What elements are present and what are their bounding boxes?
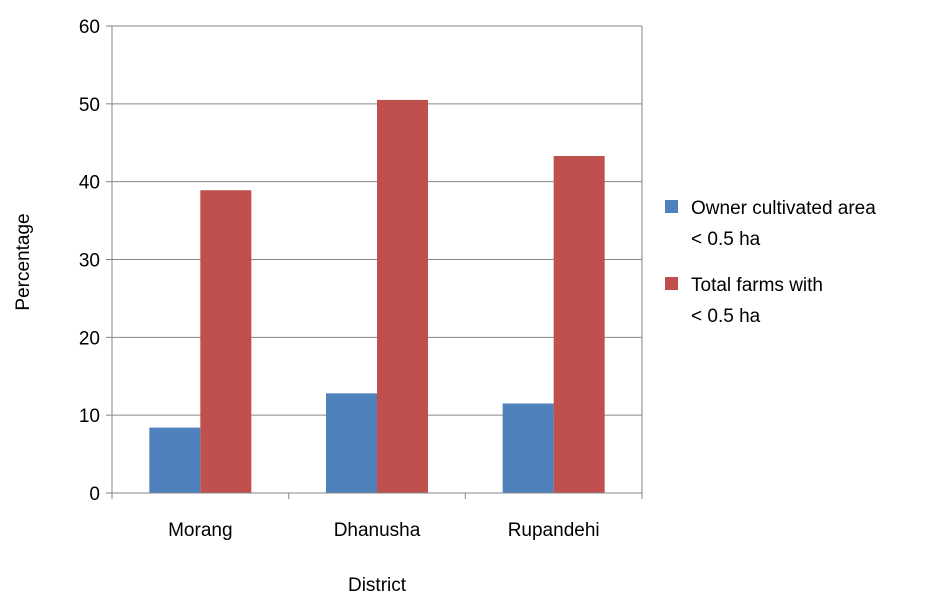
legend-label: < 0.5 ha (691, 229, 761, 250)
y-tick-label: 30 (79, 251, 100, 272)
bar (553, 155, 605, 493)
x-tick-label: Rupandehi (508, 520, 600, 541)
y-tick-label: 20 (79, 328, 100, 349)
bar (326, 393, 377, 493)
legend: Owner cultivated area < 0.5 ha Total farms… (665, 198, 876, 327)
y-tick-label: 40 (79, 173, 100, 194)
y-tick-label: 10 (79, 406, 100, 427)
legend-label: Owner cultivated area (691, 198, 876, 219)
axes: 0 10 20 30 40 50 60 Morang Dhanusha Rupandehi (79, 17, 643, 541)
bar (149, 427, 201, 493)
axis-labels: Percentage District (13, 213, 407, 596)
x-tick-label: Dhanusha (334, 520, 421, 541)
y-axis-label: Percentage (13, 213, 34, 310)
y-tick-label: 60 (79, 17, 100, 38)
bars (149, 99, 605, 494)
x-axis-label: District (348, 575, 407, 594)
x-tick-label: Morang (168, 520, 232, 541)
legend-swatch (665, 277, 678, 290)
y-tick-label: 50 (79, 95, 100, 116)
bar (377, 99, 428, 494)
legend-swatch (665, 200, 678, 213)
legend-label: < 0.5 ha (691, 306, 761, 327)
legend-label: Total farms with (691, 275, 823, 296)
bar (502, 403, 554, 493)
y-tick-label: 0 (89, 484, 100, 505)
bar (200, 190, 252, 493)
